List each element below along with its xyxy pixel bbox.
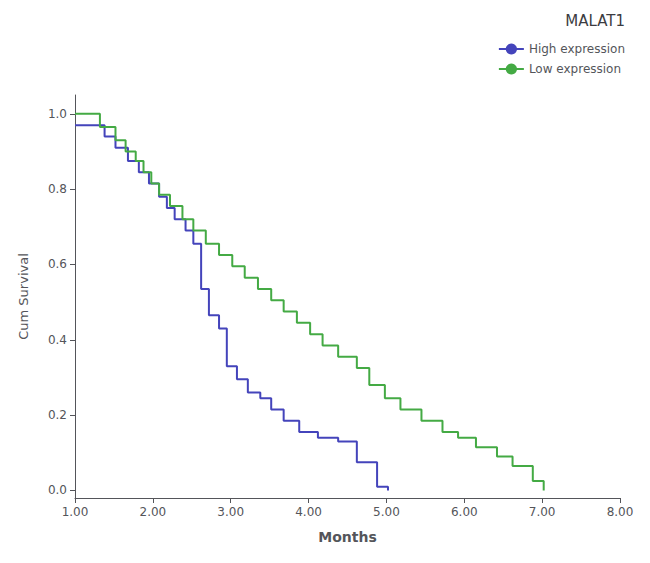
svg-text:MALAT1: MALAT1 (565, 12, 625, 30)
svg-text:0.6: 0.6 (48, 257, 67, 271)
svg-text:Cum Survival: Cum Survival (16, 253, 31, 340)
svg-text:Low expression: Low expression (529, 62, 621, 76)
svg-text:0.8: 0.8 (48, 182, 67, 196)
svg-text:1.00: 1.00 (62, 505, 89, 519)
svg-text:4.00: 4.00 (295, 505, 322, 519)
svg-text:0.0: 0.0 (48, 483, 67, 497)
svg-text:0.4: 0.4 (48, 333, 67, 347)
svg-text:1.0: 1.0 (48, 107, 67, 121)
svg-text:2.00: 2.00 (139, 505, 166, 519)
svg-text:6.00: 6.00 (451, 505, 478, 519)
svg-text:Months: Months (318, 529, 377, 545)
svg-text:3.00: 3.00 (217, 505, 244, 519)
svg-text:5.00: 5.00 (373, 505, 400, 519)
svg-text:High expression: High expression (529, 42, 625, 56)
svg-text:0.2: 0.2 (48, 408, 67, 422)
svg-text:7.00: 7.00 (529, 505, 556, 519)
svg-text:8.00: 8.00 (607, 505, 634, 519)
